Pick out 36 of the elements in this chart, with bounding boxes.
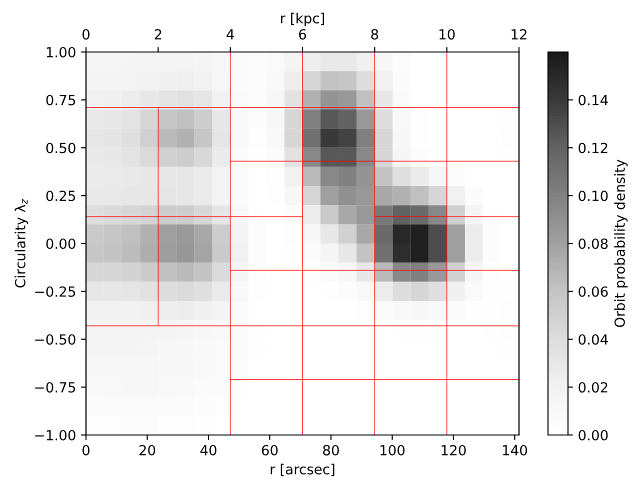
x2-tick-label: 8 [371, 29, 378, 40]
color-bar-title: Orbit probability density [614, 160, 628, 328]
y-axis-title: Circularity λ$_{z}$ [14, 198, 28, 288]
color-bar-label: 0.10 [578, 190, 608, 202]
x-tick-label: 40 [200, 444, 216, 456]
y-tick-label: −0.25 [35, 286, 76, 297]
y-tick-label: 0.50 [46, 142, 76, 154]
x2-tick-label: 2 [154, 29, 162, 40]
x-tick-label: 140 [502, 444, 528, 456]
x-axis-title: r [arcsec] [270, 464, 334, 476]
x2-axis-title: r [kpc] [281, 12, 324, 26]
x2-tick-label: 0 [82, 29, 90, 40]
y-tick-label: −0.50 [35, 334, 76, 345]
x2-tick-label: 10 [440, 29, 455, 40]
x-tick-label: 20 [139, 444, 156, 456]
x-tick-label: 0 [82, 444, 90, 456]
y-tick-label: 1.00 [46, 46, 76, 58]
color-bar-label: 0.02 [578, 382, 608, 393]
color-bar-label: 0.06 [578, 286, 608, 297]
color-bar-label: 0.14 [578, 94, 608, 106]
y-tick-label: 0.75 [46, 94, 76, 106]
y-tick-label: −1.00 [35, 430, 76, 440]
color-bar-label: 0.08 [578, 238, 608, 249]
x-tick-label: 60 [262, 444, 278, 456]
y-tick-label: 0.00 [46, 238, 76, 249]
y-tick-label: −0.75 [35, 382, 76, 393]
x-tick-label: 80 [323, 444, 339, 456]
color-bar-label: 0.12 [578, 142, 608, 154]
x-tick-label: 120 [442, 444, 466, 456]
x2-tick-label: 6 [299, 29, 306, 40]
y-tick-label: 0.25 [46, 190, 76, 202]
color-bar-label: 0.04 [578, 334, 608, 345]
x-tick-label: 100 [380, 444, 405, 456]
x2-tick-label: 4 [226, 29, 234, 40]
color-bar-label: 0.00 [578, 430, 608, 440]
x2-tick-label: 12 [512, 29, 526, 40]
